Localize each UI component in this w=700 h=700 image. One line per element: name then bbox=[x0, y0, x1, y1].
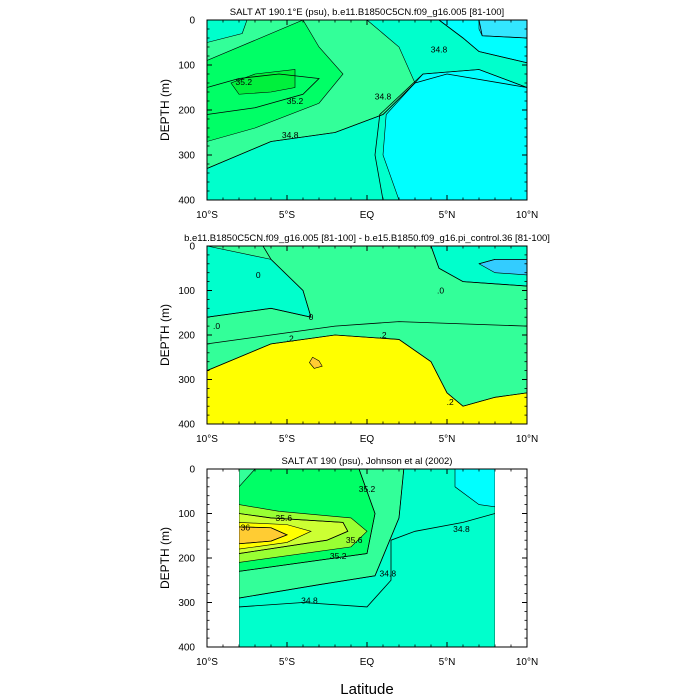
x-tick-label: 5°N bbox=[439, 657, 456, 668]
contour-label-4: 35.2 bbox=[359, 484, 376, 494]
y-tick-label: 400 bbox=[178, 643, 195, 654]
contour-label-3: 34.8 bbox=[375, 92, 392, 102]
y-tick-label: 100 bbox=[178, 509, 195, 520]
x-tick-label: EQ bbox=[360, 210, 375, 221]
contour-label-0: 0 bbox=[256, 270, 261, 280]
fill-region-7 bbox=[454, 469, 495, 508]
contour-label-2: 35.6 bbox=[346, 535, 363, 545]
contour-line-4 bbox=[374, 69, 527, 200]
y-tick-label: 200 bbox=[178, 554, 195, 565]
y-tick-label: 400 bbox=[178, 196, 195, 207]
y-tick-label: 0 bbox=[189, 16, 195, 27]
x-tick-label: 5°S bbox=[279, 657, 296, 668]
contour-line-2 bbox=[207, 73, 320, 115]
contour-line-3 bbox=[239, 513, 495, 608]
y-axis-label: DEPTH (m) bbox=[158, 304, 172, 366]
x-tick-label: 10°S bbox=[196, 434, 218, 445]
y-tick-label: 300 bbox=[178, 598, 195, 609]
contour-label-4: 34.8 bbox=[431, 44, 448, 54]
x-tick-label: 10°S bbox=[196, 657, 218, 668]
fill-region-1 bbox=[478, 20, 527, 39]
x-tick-label: 10°S bbox=[196, 210, 218, 221]
y-tick-label: 100 bbox=[178, 286, 195, 297]
contour-label-0: 36 bbox=[241, 523, 251, 533]
contour-label-4: .2 bbox=[287, 334, 294, 344]
y-axis-label: DEPTH (m) bbox=[158, 527, 172, 589]
contour-label-0: 35.2 bbox=[236, 77, 253, 87]
y-tick-label: 200 bbox=[178, 106, 195, 117]
data-region: 35.2 35.2 34.8 34.8 34.8 bbox=[207, 20, 527, 200]
contour-label-2: .0 bbox=[213, 321, 220, 331]
x-tick-label: EQ bbox=[360, 434, 375, 445]
data-region: 36 35.6 35.6 35.2 35.2 34.8 34.8 34.8 bbox=[239, 469, 495, 647]
data-region: 0 0 .0 .0 .2 .2 .2 bbox=[207, 246, 527, 424]
panel-title: b.e11.B1850C5CN.f09_g16.005 [81-100] - b… bbox=[184, 233, 550, 244]
fill-region-5 bbox=[309, 356, 323, 369]
contour-line-4 bbox=[239, 469, 405, 599]
x-tick-label: 5°S bbox=[279, 434, 296, 445]
contour-label-2: 34.8 bbox=[282, 130, 299, 140]
y-tick-label: 0 bbox=[189, 465, 195, 476]
contour-label-3: 35.2 bbox=[330, 551, 347, 561]
contour-line-0 bbox=[438, 20, 527, 64]
y-tick-label: 100 bbox=[178, 61, 195, 72]
x-tick-label: EQ bbox=[360, 657, 375, 668]
contour-label-1: 0 bbox=[309, 312, 314, 322]
contour-label-5: .2 bbox=[379, 330, 386, 340]
panel-2: 0 0 .0 .0 .2 .2 .2 b.e11.B1850C5CN.f09_g16.005 … bbox=[158, 233, 550, 445]
x-tick-label: 5°S bbox=[279, 210, 296, 221]
panel-title: SALT AT 190.1°E (psu), b.e11.B1850C5CN.f… bbox=[230, 7, 504, 18]
contour-label-6: 34.8 bbox=[380, 569, 397, 579]
x-tick-label: 10°N bbox=[516, 210, 538, 221]
contour-line-4 bbox=[207, 334, 527, 407]
contour-label-3: .0 bbox=[437, 286, 444, 296]
contour-label-5: 34.8 bbox=[301, 595, 318, 605]
panel-3: 36 35.6 35.6 35.2 35.2 34.8 34.8 34.8 SALT AT 19… bbox=[158, 456, 538, 668]
panels: 35.2 35.2 34.8 34.8 34.8 SALT AT 190.1°E (psu… bbox=[158, 7, 550, 668]
panel-1: 35.2 35.2 34.8 34.8 34.8 SALT AT 190.1°E (psu… bbox=[158, 7, 538, 221]
contour-line-1 bbox=[478, 20, 527, 39]
y-axis-label: DEPTH (m) bbox=[158, 79, 172, 141]
contour-line-2 bbox=[239, 526, 289, 545]
fill-region-5 bbox=[230, 69, 296, 95]
x-tick-label: 10°N bbox=[516, 657, 538, 668]
contour-line-3 bbox=[207, 321, 527, 345]
contour-label-6: .2 bbox=[447, 397, 454, 407]
x-tick-label: 5°N bbox=[439, 434, 456, 445]
contour-line-0 bbox=[207, 246, 312, 318]
y-tick-label: 400 bbox=[178, 420, 195, 431]
y-tick-label: 200 bbox=[178, 331, 195, 342]
x-tick-label: 5°N bbox=[439, 210, 456, 221]
x-tick-label: 10°N bbox=[516, 434, 538, 445]
contour-line-1 bbox=[239, 513, 349, 554]
contour-label-1: 35.2 bbox=[287, 96, 304, 106]
contour-label-7: 34.8 bbox=[453, 524, 470, 534]
figure-xlabel: Latitude bbox=[340, 681, 393, 698]
panel-title: SALT AT 190 (psu), Johnson et al (2002) bbox=[282, 456, 453, 467]
contour-line-0 bbox=[239, 469, 376, 572]
contour-line-1 bbox=[430, 246, 527, 287]
y-tick-label: 300 bbox=[178, 151, 195, 162]
contour-label-1: 35.6 bbox=[276, 513, 293, 523]
y-tick-label: 300 bbox=[178, 375, 195, 386]
contour-line-2 bbox=[478, 258, 527, 265]
y-tick-label: 0 bbox=[189, 242, 195, 253]
contour-line-3 bbox=[207, 73, 527, 169]
